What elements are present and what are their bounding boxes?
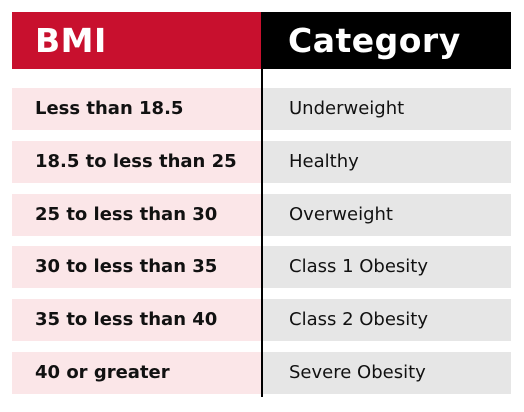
bmi-range-cell: 30 to less than 35 [12, 246, 261, 288]
bmi-range-cell: Less than 18.5 [12, 88, 261, 130]
bmi-range-cell: 18.5 to less than 25 [12, 141, 261, 183]
bmi-range-cell: 35 to less than 40 [12, 299, 261, 341]
column-divider [261, 69, 263, 397]
bmi-category-table: BMI Category Less than 18.5 Underweight … [12, 12, 511, 397]
bmi-range-cell: 40 or greater [12, 352, 261, 394]
table-row: 18.5 to less than 25 Healthy [12, 141, 511, 183]
category-column-header: Category [261, 12, 511, 69]
table-row: 35 to less than 40 Class 2 Obesity [12, 299, 511, 341]
table-row: 25 to less than 30 Overweight [12, 194, 511, 236]
category-cell: Severe Obesity [263, 352, 511, 394]
bmi-range-cell: 25 to less than 30 [12, 194, 261, 236]
bmi-column-header: BMI [12, 12, 261, 69]
category-cell: Healthy [263, 141, 511, 183]
category-cell: Underweight [263, 88, 511, 130]
category-cell: Class 1 Obesity [263, 246, 511, 288]
category-cell: Overweight [263, 194, 511, 236]
table-row: Less than 18.5 Underweight [12, 88, 511, 130]
table-row: 30 to less than 35 Class 1 Obesity [12, 246, 511, 288]
table-row: 40 or greater Severe Obesity [12, 352, 511, 394]
table-header: BMI Category [12, 12, 511, 69]
category-cell: Class 2 Obesity [263, 299, 511, 341]
